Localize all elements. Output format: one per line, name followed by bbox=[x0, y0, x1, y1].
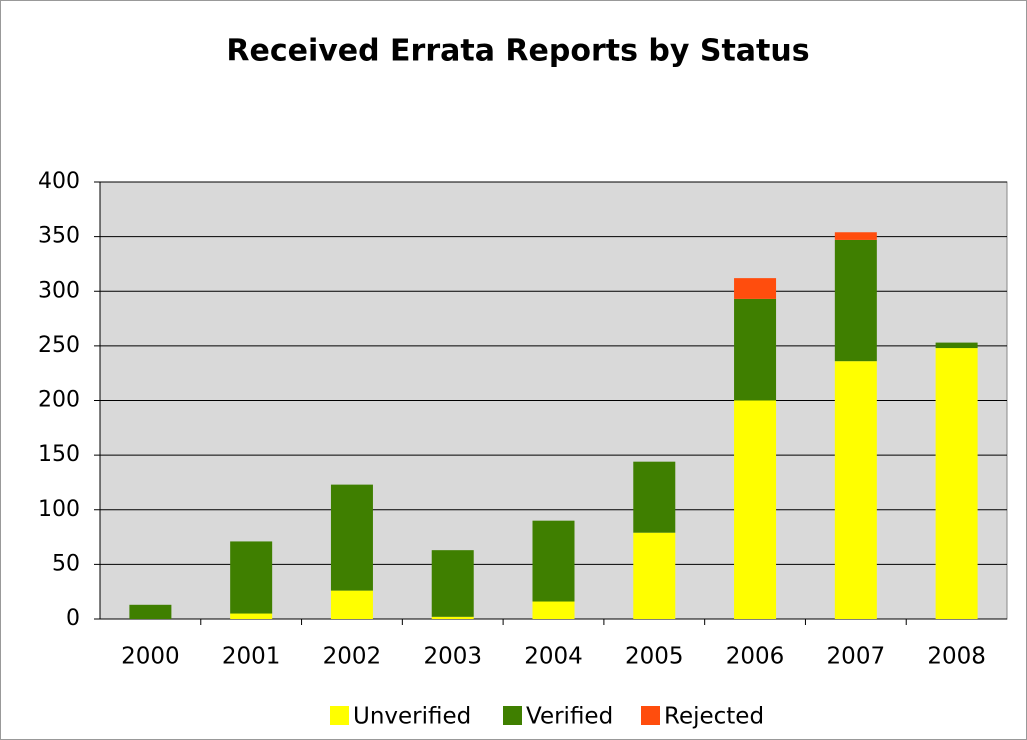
bar-segment bbox=[532, 601, 575, 619]
bar-segment bbox=[834, 232, 877, 240]
bar-segment bbox=[230, 613, 273, 619]
x-tick-label: 2003 bbox=[423, 644, 482, 670]
x-tick-label: 2004 bbox=[524, 644, 583, 670]
x-tick-label: 2006 bbox=[726, 644, 785, 670]
bar-segment bbox=[935, 348, 978, 619]
bar-segment bbox=[431, 550, 474, 617]
x-tick-label: 2005 bbox=[625, 644, 684, 670]
bar-segment bbox=[129, 604, 172, 619]
bar-segment bbox=[935, 342, 978, 349]
bar-segment bbox=[834, 361, 877, 619]
legend-swatch bbox=[330, 706, 349, 725]
y-tick-label: 150 bbox=[38, 442, 80, 467]
bar-segment bbox=[431, 616, 474, 619]
bar-segment bbox=[633, 532, 676, 619]
bar-segment bbox=[734, 278, 777, 299]
y-tick-label: 0 bbox=[66, 606, 80, 631]
legend-label: Unverified bbox=[353, 704, 471, 730]
y-tick-label: 300 bbox=[38, 278, 80, 303]
chart-title: Received Errata Reports by Status bbox=[226, 34, 809, 69]
bar-segment bbox=[834, 239, 877, 362]
x-tick-label: 2002 bbox=[323, 644, 382, 670]
y-tick-label: 200 bbox=[38, 388, 80, 413]
y-tick-label: 100 bbox=[38, 497, 80, 522]
y-tick-label: 350 bbox=[38, 224, 80, 249]
bar-segment bbox=[330, 590, 373, 619]
legend-swatch bbox=[641, 706, 660, 725]
y-tick-label: 400 bbox=[38, 169, 80, 194]
x-tick-label: 2001 bbox=[222, 644, 281, 670]
bar-segment bbox=[230, 541, 273, 614]
bar-segment bbox=[330, 484, 373, 591]
x-tick-label: 2008 bbox=[927, 644, 986, 670]
y-tick-label: 50 bbox=[52, 551, 80, 576]
legend-label: Rejected bbox=[664, 704, 764, 730]
legend-label: Verified bbox=[526, 704, 613, 730]
bar-segment bbox=[532, 520, 575, 602]
bar-segment bbox=[633, 461, 676, 533]
bar-segment bbox=[734, 400, 777, 619]
legend-swatch bbox=[503, 706, 522, 725]
x-tick-label: 2007 bbox=[827, 644, 886, 670]
bar-segment bbox=[734, 298, 777, 401]
x-tick-label: 2000 bbox=[121, 644, 180, 670]
y-tick-label: 250 bbox=[38, 333, 80, 358]
